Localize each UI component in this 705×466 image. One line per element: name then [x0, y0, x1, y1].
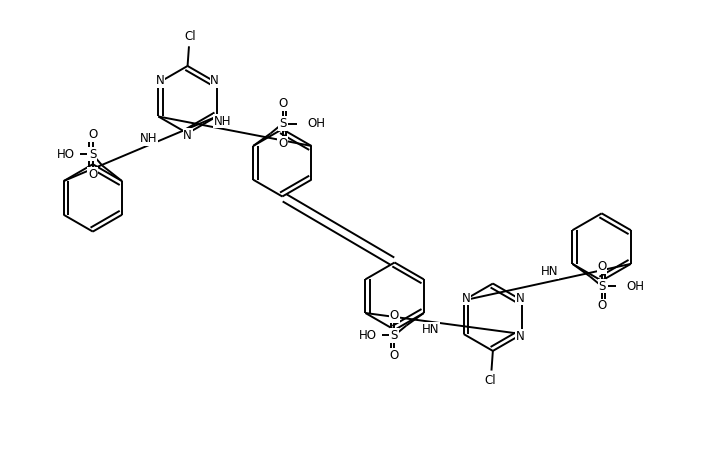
Text: S: S	[89, 148, 96, 161]
Text: HN: HN	[422, 322, 440, 336]
Text: HO: HO	[57, 148, 75, 161]
Text: HO: HO	[359, 329, 376, 342]
Text: Cl: Cl	[484, 374, 496, 387]
Text: N: N	[515, 292, 525, 305]
Text: O: O	[390, 349, 399, 362]
Text: N: N	[210, 74, 219, 87]
Text: O: O	[88, 128, 97, 141]
Text: NH: NH	[140, 132, 157, 145]
Text: O: O	[278, 137, 287, 150]
Text: N: N	[183, 129, 192, 142]
Text: OH: OH	[307, 117, 325, 130]
Text: HN: HN	[541, 265, 558, 278]
Text: S: S	[279, 117, 286, 130]
Text: O: O	[390, 309, 399, 322]
Text: O: O	[88, 168, 97, 180]
Text: S: S	[391, 329, 398, 342]
Text: Cl: Cl	[185, 30, 196, 43]
Text: N: N	[462, 292, 470, 305]
Text: OH: OH	[627, 280, 644, 293]
Text: N: N	[515, 329, 525, 343]
Text: O: O	[278, 97, 287, 110]
Text: S: S	[599, 280, 606, 293]
Text: NH: NH	[214, 115, 231, 128]
Text: N: N	[156, 74, 165, 87]
Text: O: O	[597, 300, 606, 313]
Text: O: O	[597, 260, 606, 273]
